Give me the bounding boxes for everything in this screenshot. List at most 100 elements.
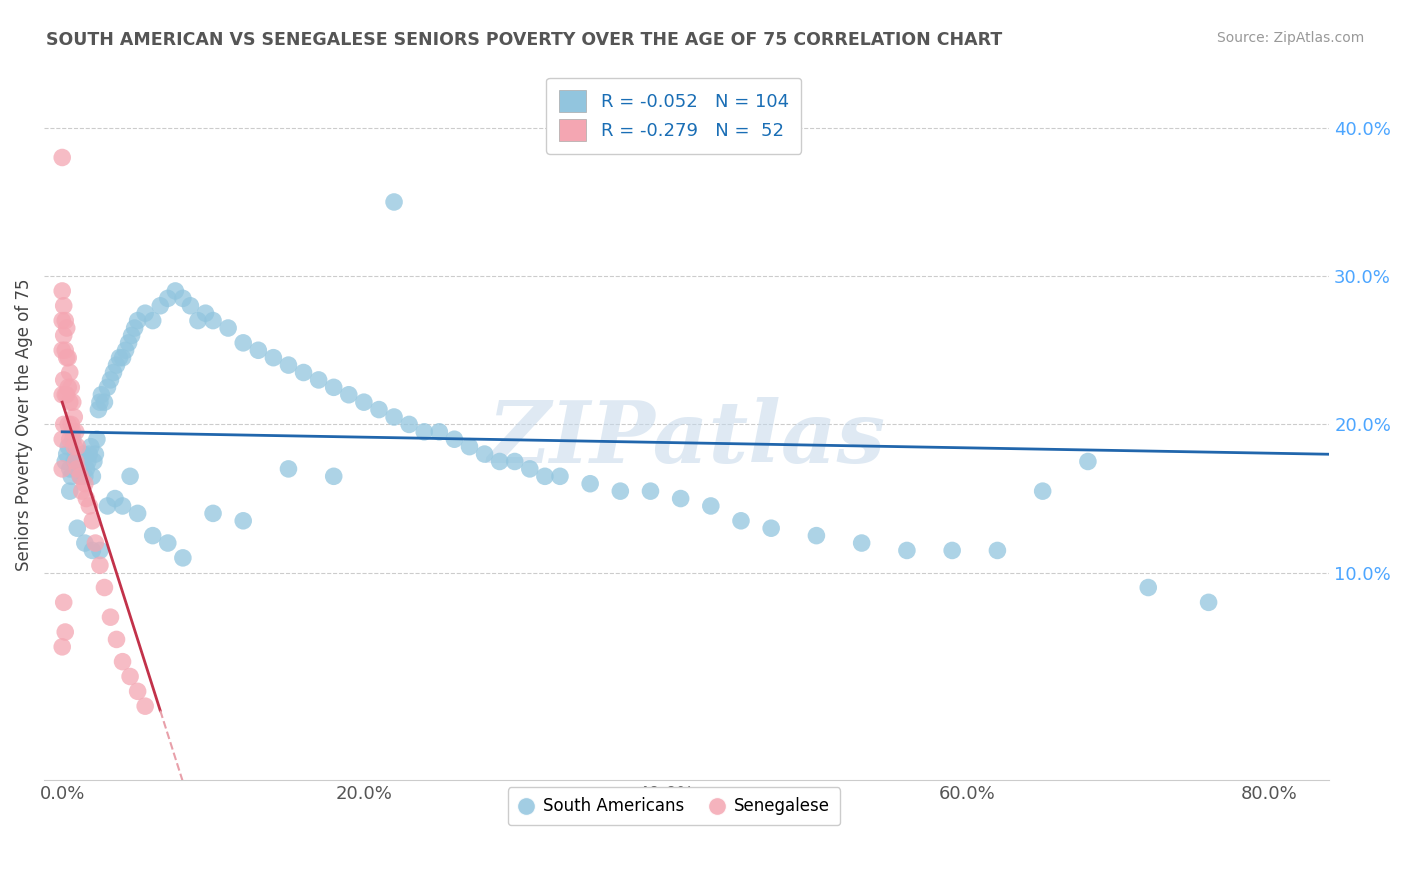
Text: SOUTH AMERICAN VS SENEGALESE SENIORS POVERTY OVER THE AGE OF 75 CORRELATION CHAR: SOUTH AMERICAN VS SENEGALESE SENIORS POV… <box>46 31 1002 49</box>
Point <box>1032 484 1054 499</box>
Point <box>194 306 217 320</box>
Point <box>79 499 101 513</box>
Point <box>127 684 149 698</box>
Point <box>69 469 91 483</box>
Point <box>103 366 125 380</box>
Point <box>63 454 86 468</box>
Point <box>322 469 344 483</box>
Point <box>730 514 752 528</box>
Point <box>65 425 87 439</box>
Point <box>114 343 136 358</box>
Point <box>93 581 115 595</box>
Point <box>806 528 828 542</box>
Point <box>58 440 80 454</box>
Point <box>66 521 89 535</box>
Point <box>70 454 93 468</box>
Point <box>104 491 127 506</box>
Point <box>165 284 187 298</box>
Point <box>108 351 131 365</box>
Point <box>292 366 315 380</box>
Point <box>172 291 194 305</box>
Point <box>262 351 284 365</box>
Text: ZIPatlas: ZIPatlas <box>488 397 886 481</box>
Point <box>55 388 77 402</box>
Point <box>120 669 142 683</box>
Point <box>55 321 77 335</box>
Point <box>51 313 73 327</box>
Point <box>58 351 80 365</box>
Point <box>700 499 723 513</box>
Point <box>67 454 90 468</box>
Point <box>111 499 134 513</box>
Point <box>759 521 782 535</box>
Point <box>308 373 330 387</box>
Point <box>58 417 80 432</box>
Point <box>62 395 84 409</box>
Point <box>353 395 375 409</box>
Point <box>66 440 89 454</box>
Point <box>382 409 405 424</box>
Point <box>75 462 97 476</box>
Point <box>83 454 105 468</box>
Point <box>247 343 270 358</box>
Point <box>474 447 496 461</box>
Point <box>65 447 87 461</box>
Point <box>111 655 134 669</box>
Point <box>86 432 108 446</box>
Point <box>63 409 86 424</box>
Point <box>124 321 146 335</box>
Point <box>120 469 142 483</box>
Point <box>111 351 134 365</box>
Point <box>277 462 299 476</box>
Point <box>52 373 75 387</box>
Point <box>73 536 96 550</box>
Point <box>52 595 75 609</box>
Point <box>96 380 118 394</box>
Point <box>127 313 149 327</box>
Point <box>142 528 165 542</box>
Point <box>70 484 93 499</box>
Point <box>60 417 83 432</box>
Point <box>105 632 128 647</box>
Point <box>89 395 111 409</box>
Point <box>413 425 436 439</box>
Point <box>66 462 89 476</box>
Point <box>149 299 172 313</box>
Point <box>84 447 107 461</box>
Point <box>90 388 112 402</box>
Point <box>534 469 557 483</box>
Point <box>458 440 481 454</box>
Point <box>62 425 84 439</box>
Point <box>59 484 82 499</box>
Text: Source: ZipAtlas.com: Source: ZipAtlas.com <box>1216 31 1364 45</box>
Point <box>59 366 82 380</box>
Point <box>1077 454 1099 468</box>
Point <box>443 432 465 446</box>
Point <box>96 499 118 513</box>
Point <box>51 388 73 402</box>
Point <box>65 454 87 468</box>
Point <box>59 462 82 476</box>
Point <box>69 469 91 483</box>
Point <box>53 625 76 640</box>
Point <box>76 454 98 468</box>
Point <box>51 151 73 165</box>
Point <box>59 432 82 446</box>
Point <box>84 536 107 550</box>
Point <box>58 380 80 394</box>
Point <box>51 640 73 654</box>
Point <box>53 343 76 358</box>
Point <box>277 358 299 372</box>
Point <box>156 291 179 305</box>
Point <box>232 335 254 350</box>
Point <box>117 335 139 350</box>
Point <box>503 454 526 468</box>
Point <box>548 469 571 483</box>
Point <box>52 299 75 313</box>
Point <box>73 476 96 491</box>
Point <box>87 402 110 417</box>
Point <box>172 550 194 565</box>
Point <box>51 284 73 298</box>
Point <box>851 536 873 550</box>
Point <box>156 536 179 550</box>
